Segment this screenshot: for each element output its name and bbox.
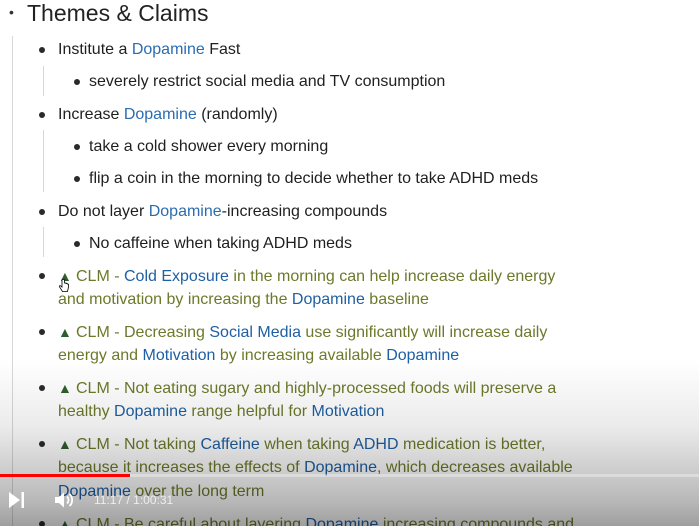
claim-item[interactable]: ▲ CLM - Decreasing Social Media use signi… xyxy=(58,320,547,345)
adhd-link[interactable]: ADHD xyxy=(353,436,399,453)
list-item[interactable]: severely restrict social media and TV co… xyxy=(89,73,446,90)
claim-item[interactable]: ▲ CLM - Cold Exposure in the morning can … xyxy=(58,264,555,289)
bullet-dot xyxy=(39,47,45,53)
claim-item[interactable]: ▲ CLM - Not eating sugary and highly-proc… xyxy=(58,376,556,401)
dopamine-link[interactable]: Dopamine xyxy=(304,459,378,476)
bullet-dot xyxy=(39,273,45,279)
bullet-dot xyxy=(39,521,45,526)
current-time: 11:17 xyxy=(94,493,124,507)
list-item[interactable]: Institute a Dopamine Fast xyxy=(58,38,240,62)
claim-text: by increasing available xyxy=(215,347,387,364)
claim-item-continued: healthy Dopamine range helpful for Motiv… xyxy=(58,400,384,424)
bullet-dot xyxy=(39,441,45,447)
motivation-link[interactable]: Motivation xyxy=(142,347,216,364)
time-separator: / xyxy=(123,493,134,507)
claim-item-continued: and motivation by increasing the Dopamin… xyxy=(58,288,429,312)
bullet-dot xyxy=(74,176,80,182)
outline-guide xyxy=(43,66,44,96)
claim-text: healthy xyxy=(58,403,115,420)
claim-item-continued: Dopamine over the long term xyxy=(58,480,264,504)
item-text: -increasing compounds xyxy=(221,203,388,220)
social-media-link[interactable]: Social Media xyxy=(209,324,301,341)
cold-exposure-link[interactable]: Cold Exposure xyxy=(124,268,229,285)
list-item[interactable]: No caffeine when taking ADHD meds xyxy=(89,235,352,252)
next-button[interactable] xyxy=(8,490,26,510)
page-title: Themes & Claims xyxy=(27,0,209,26)
claim-text: and motivation by increasing the xyxy=(58,291,292,308)
motivation-link[interactable]: Motivation xyxy=(311,403,385,420)
bullet-dot xyxy=(39,385,45,391)
volume-button[interactable] xyxy=(53,490,75,510)
dopamine-link[interactable]: Dopamine xyxy=(386,347,460,364)
item-text: Increase xyxy=(58,106,124,123)
heading-bullet: • xyxy=(9,4,14,20)
list-item[interactable]: take a cold shower every morning xyxy=(89,138,329,155)
time-display: 11:17 / 1:00:31 xyxy=(94,493,173,507)
tree-icon: ▲ xyxy=(58,268,72,284)
claim-item-continued: energy and Motivation by increasing avai… xyxy=(58,344,459,368)
dopamine-link[interactable]: Dopamine xyxy=(114,403,187,420)
claim-text: range helpful for xyxy=(186,403,312,420)
claim-item[interactable]: ▲ CLM - Be careful about layering Dopamin… xyxy=(58,512,574,526)
list-item[interactable]: Increase Dopamine (randomly) xyxy=(58,103,278,127)
claim-item[interactable]: ▲ CLM - Not taking Caffeine when taking A… xyxy=(58,432,545,457)
claim-text: CLM - Not eating sugary and highly-proce… xyxy=(76,380,557,397)
claim-text: because it increases the effects of xyxy=(58,459,305,476)
claim-text: baseline xyxy=(364,291,429,308)
tree-icon: ▲ xyxy=(58,516,72,526)
bullet-dot xyxy=(74,79,80,85)
progress-played xyxy=(0,474,130,477)
claim-text: CLM - Be careful about layering xyxy=(76,516,306,526)
caffeine-link[interactable]: Caffeine xyxy=(200,436,260,453)
claim-text: , which decreases available xyxy=(377,459,573,476)
bullet-dot xyxy=(74,241,80,247)
item-text: Institute a xyxy=(58,41,132,58)
bullet-dot xyxy=(39,112,45,118)
item-text: Do not layer xyxy=(58,203,149,220)
claim-text: when taking xyxy=(259,436,354,453)
list-item[interactable]: flip a coin in the morning to decide whe… xyxy=(89,170,539,187)
dopamine-link[interactable]: Dopamine xyxy=(305,516,379,526)
claim-text: CLM - Decreasing xyxy=(76,324,210,341)
claim-item-continued: because it increases the effects of Dopa… xyxy=(58,456,573,480)
bullet-dot xyxy=(74,144,80,150)
claim-text: increasing compounds and xyxy=(378,516,575,526)
claim-text: energy and xyxy=(58,347,143,364)
dopamine-link[interactable]: Dopamine xyxy=(148,203,222,220)
dopamine-link[interactable]: Dopamine xyxy=(58,483,131,500)
list-item[interactable]: Do not layer Dopamine-increasing compoun… xyxy=(58,200,387,224)
duration: 1:00:31 xyxy=(133,493,174,507)
tree-icon: ▲ xyxy=(58,324,72,340)
outline-guide xyxy=(43,130,44,192)
outline-guide xyxy=(12,36,13,526)
claim-text: medication is better, xyxy=(398,436,546,453)
bullet-dot xyxy=(39,329,45,335)
dopamine-link[interactable]: Dopamine xyxy=(123,106,197,123)
tree-icon: ▲ xyxy=(58,436,72,452)
claim-text: CLM - xyxy=(76,268,124,285)
dopamine-link[interactable]: Dopamine xyxy=(131,41,205,58)
tree-icon: ▲ xyxy=(58,380,72,396)
outline-guide xyxy=(43,227,44,257)
item-text: (randomly) xyxy=(196,106,278,123)
claim-text: in the morning can help increase daily e… xyxy=(228,268,556,285)
claim-text: CLM - Not taking xyxy=(76,436,201,453)
dopamine-link[interactable]: Dopamine xyxy=(291,291,365,308)
item-text: Fast xyxy=(204,41,241,58)
bullet-dot xyxy=(39,209,45,215)
hand-cursor-icon xyxy=(58,279,69,292)
player-controls: 11:17 / 1:00:31 xyxy=(0,484,699,518)
claim-text: use significantly will increase daily xyxy=(300,324,548,341)
progress-bar[interactable] xyxy=(0,474,699,477)
claim-text: over the long term xyxy=(130,483,265,500)
